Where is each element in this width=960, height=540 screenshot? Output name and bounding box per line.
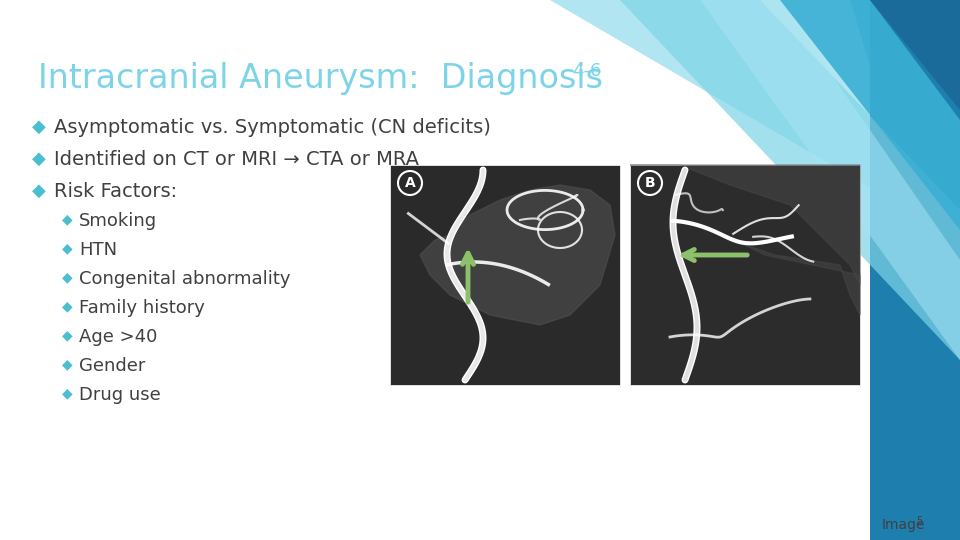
Polygon shape <box>870 0 960 110</box>
Polygon shape <box>870 0 960 540</box>
Text: Image: Image <box>882 518 925 532</box>
Polygon shape <box>700 0 960 360</box>
Text: Asymptomatic vs. Symptomatic (CN deficits): Asymptomatic vs. Symptomatic (CN deficit… <box>54 118 491 137</box>
Polygon shape <box>700 0 960 360</box>
Text: ◆: ◆ <box>62 212 73 226</box>
Polygon shape <box>550 0 960 240</box>
Text: ◆: ◆ <box>62 328 73 342</box>
Text: Gender: Gender <box>79 357 145 375</box>
Bar <box>390 165 620 385</box>
Text: Risk Factors:: Risk Factors: <box>54 182 178 201</box>
Polygon shape <box>620 0 960 360</box>
Text: ◆: ◆ <box>62 270 73 284</box>
Text: ◆: ◆ <box>62 386 73 400</box>
Bar <box>630 165 860 385</box>
Text: Identified on CT or MRI → CTA or MRA: Identified on CT or MRI → CTA or MRA <box>54 150 419 169</box>
Text: B: B <box>645 176 656 190</box>
Text: ◆: ◆ <box>32 182 46 200</box>
Text: 5: 5 <box>916 516 923 526</box>
Polygon shape <box>780 0 960 230</box>
Text: ◆: ◆ <box>62 357 73 371</box>
Text: Congenital abnormality: Congenital abnormality <box>79 270 291 288</box>
Text: Smoking: Smoking <box>79 212 157 230</box>
Text: Intracranial Aneurysm:  Diagnosis: Intracranial Aneurysm: Diagnosis <box>38 62 603 95</box>
Polygon shape <box>630 165 860 285</box>
Text: Drug use: Drug use <box>79 386 160 404</box>
Text: ◆: ◆ <box>32 118 46 136</box>
Text: 4-6: 4-6 <box>572 62 601 80</box>
Text: ◆: ◆ <box>62 241 73 255</box>
Polygon shape <box>420 185 615 325</box>
Text: A: A <box>404 176 416 190</box>
Text: ◆: ◆ <box>62 299 73 313</box>
Text: Family history: Family history <box>79 299 204 317</box>
Text: ◆: ◆ <box>32 150 46 168</box>
Text: HTN: HTN <box>79 241 117 259</box>
Polygon shape <box>745 245 860 315</box>
Text: Age >40: Age >40 <box>79 328 157 346</box>
